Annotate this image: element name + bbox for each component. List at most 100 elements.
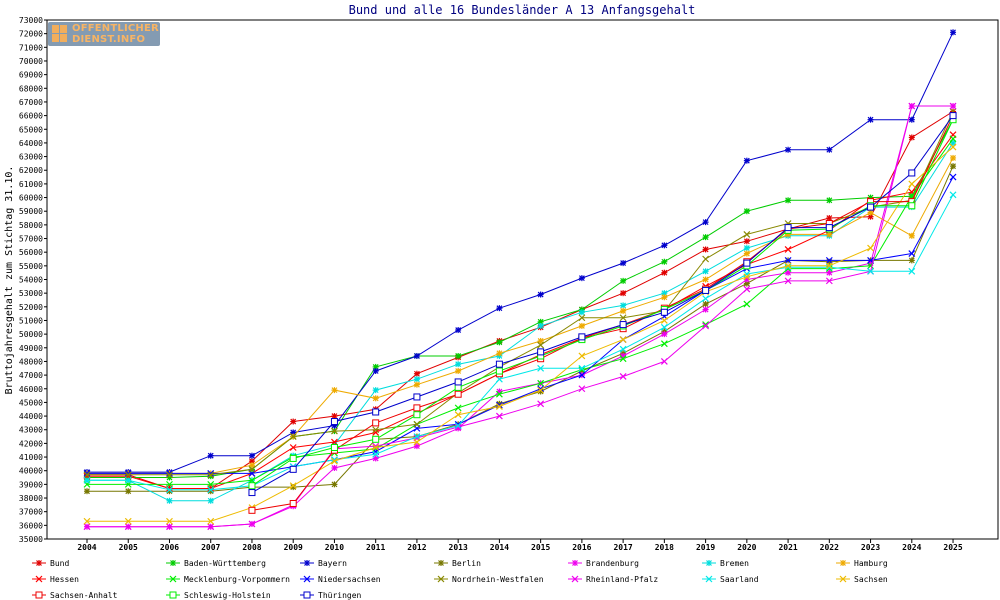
data-point: [661, 331, 668, 338]
data-point: [537, 337, 544, 344]
x-tick-label: 2022: [820, 543, 839, 552]
data-point: [372, 429, 380, 436]
y-tick-label: 49000: [19, 344, 43, 353]
legend-label: Brandenburg: [586, 559, 639, 568]
data-point: [743, 250, 750, 257]
data-point: [578, 275, 585, 282]
data-point: [702, 276, 709, 283]
data-point: [661, 269, 668, 276]
y-tick-label: 41000: [19, 453, 43, 462]
legend-item-11: Rheinland-Pfalz: [568, 575, 658, 584]
data-point: [908, 180, 916, 188]
legend-item-14: Sachsen-Anhalt: [32, 591, 118, 600]
y-tick-label: 59000: [19, 207, 43, 216]
data-point: [248, 520, 256, 528]
series-line: [87, 146, 954, 522]
data-point: [289, 454, 297, 462]
data-point: [619, 336, 627, 344]
y-tick-label: 43000: [19, 426, 43, 435]
legend-item-1: Baden-Württemberg: [166, 559, 266, 568]
data-point: [949, 191, 957, 199]
data-point: [908, 102, 916, 110]
legend-marker: [169, 575, 177, 583]
data-point: [702, 246, 709, 253]
data-point: [825, 277, 833, 285]
data-point: [455, 361, 462, 368]
data-point: [413, 433, 421, 440]
series-line: [87, 165, 954, 492]
y-tick-label: 69000: [19, 71, 43, 80]
data-point: [330, 418, 338, 426]
data-point: [495, 403, 503, 410]
y-tick-label: 72000: [19, 30, 43, 39]
data-point: [372, 387, 379, 394]
data-point: [785, 197, 792, 204]
legend-label: Bremen: [720, 559, 749, 568]
data-point: [166, 497, 173, 504]
legend-marker: [571, 575, 579, 583]
data-point: [702, 286, 710, 294]
data-point: [290, 418, 297, 425]
x-tick-label: 2005: [119, 543, 138, 552]
data-point: [207, 497, 214, 504]
data-point: [248, 452, 255, 459]
x-tick-label: 2007: [201, 543, 220, 552]
data-point: [825, 265, 833, 272]
series-5: [84, 139, 957, 504]
data-point: [743, 208, 750, 215]
data-point: [124, 523, 132, 531]
x-tick-label: 2006: [160, 543, 179, 552]
data-point: [826, 197, 833, 204]
x-tick-label: 2011: [366, 543, 385, 552]
legend-label: Mecklenburg-Vorpommern: [184, 575, 290, 584]
legend-marker: [572, 560, 578, 566]
data-point: [166, 517, 173, 525]
data-point: [660, 317, 668, 324]
x-tick-label: 2014: [490, 543, 509, 552]
series-12: [83, 191, 957, 494]
data-point: [949, 102, 957, 110]
data-point: [825, 262, 833, 270]
y-tick-label: 61000: [19, 180, 43, 189]
data-point: [784, 262, 792, 270]
legend-item-5: Bremen: [702, 559, 749, 568]
data-point: [578, 352, 586, 360]
x-tick-label: 2009: [284, 543, 303, 552]
data-point: [413, 411, 421, 419]
data-point: [331, 464, 338, 471]
data-point: [949, 135, 957, 143]
legend-item-8: Mecklenburg-Vorpommern: [166, 575, 290, 584]
y-tick-label: 64000: [19, 139, 43, 148]
data-point: [372, 450, 380, 458]
data-point: [248, 489, 256, 497]
data-point: [743, 300, 751, 308]
y-tick-label: 42000: [19, 439, 43, 448]
data-point: [950, 29, 957, 36]
data-point: [537, 348, 545, 356]
x-tick-label: 2017: [613, 543, 632, 552]
data-point: [248, 465, 256, 473]
data-point: [166, 523, 173, 531]
data-point: [619, 373, 627, 380]
data-point: [620, 302, 627, 309]
data-point: [83, 476, 91, 484]
logo-mark-icon: [52, 25, 68, 43]
data-point: [784, 277, 792, 285]
y-tick-label: 46000: [19, 385, 43, 394]
series-4: [84, 103, 957, 530]
y-tick-label: 73000: [19, 16, 43, 25]
data-point: [578, 333, 586, 341]
data-point: [289, 465, 297, 473]
logo-line-2: DIENST.INFO: [72, 34, 146, 45]
legend-marker: [438, 560, 444, 566]
data-point: [372, 444, 380, 451]
data-point: [825, 224, 833, 232]
series-line: [87, 138, 954, 485]
data-point: [867, 244, 874, 252]
data-point: [619, 355, 627, 363]
data-point: [207, 517, 215, 525]
legend-marker: [705, 575, 713, 583]
data-point: [578, 371, 586, 379]
y-tick-label: 39000: [19, 480, 43, 489]
